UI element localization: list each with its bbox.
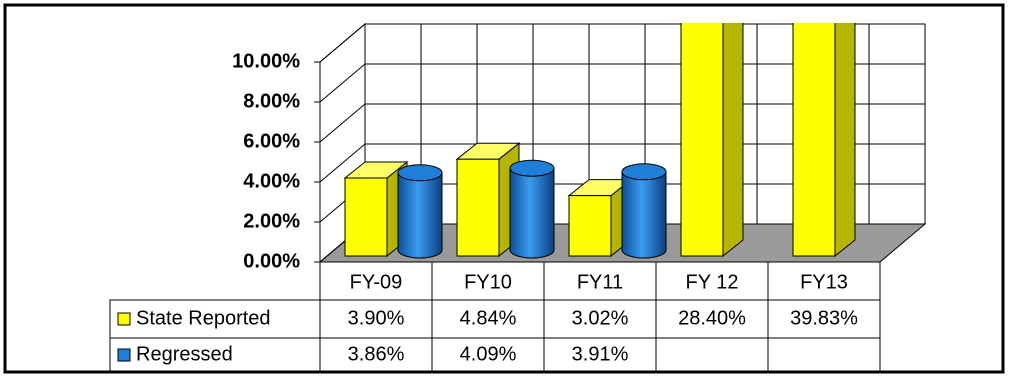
bar-front <box>680 23 724 257</box>
data-label: 4.09% <box>460 343 517 365</box>
legend-label: State Reported <box>136 307 271 329</box>
grid-line <box>319 63 366 103</box>
x-tick-label: FY-09 <box>350 271 403 293</box>
y-tick-label: 4.00% <box>243 170 300 192</box>
x-tick-label: FY13 <box>800 271 848 293</box>
data-label: 28.40% <box>678 307 746 329</box>
bar-side <box>722 23 744 258</box>
bar-body <box>397 172 443 259</box>
legend-key <box>117 312 131 326</box>
y-tick-label: 2.00% <box>243 210 300 232</box>
grid-line <box>319 23 366 63</box>
bar-body <box>621 171 667 259</box>
data-label: 3.02% <box>572 307 629 329</box>
x-tick-label: FY 12 <box>686 271 739 293</box>
bar <box>509 159 555 259</box>
bar <box>792 23 856 258</box>
data-label: 39.83% <box>790 307 858 329</box>
bar-body <box>509 167 555 259</box>
bar <box>343 160 409 258</box>
bar-top <box>621 163 667 181</box>
data-label: 3.91% <box>572 343 629 365</box>
bar-top <box>509 159 555 177</box>
data-label: 3.90% <box>348 307 405 329</box>
bar-front <box>792 23 836 257</box>
bar <box>680 23 744 258</box>
bar-side <box>834 23 856 258</box>
legend-key <box>117 348 131 362</box>
data-label: 3.86% <box>348 343 405 365</box>
y-tick-label: 6.00% <box>243 130 300 152</box>
bar-front <box>456 158 500 257</box>
bar-top <box>397 164 443 182</box>
x-tick-label: FY11 <box>577 271 623 293</box>
bar-front <box>568 195 612 257</box>
legend-label: Regressed <box>136 343 233 365</box>
data-label: 4.84% <box>460 307 517 329</box>
bar-front <box>344 177 388 257</box>
bar <box>621 163 667 259</box>
y-tick-label: 0.00% <box>243 250 300 272</box>
bar <box>397 164 443 259</box>
grid-line <box>319 143 366 183</box>
x-tick-label: FY10 <box>464 271 512 293</box>
grid-line <box>319 103 366 143</box>
y-tick-label: 10.00% <box>232 50 300 72</box>
y-tick-label: 8.00% <box>243 90 300 112</box>
